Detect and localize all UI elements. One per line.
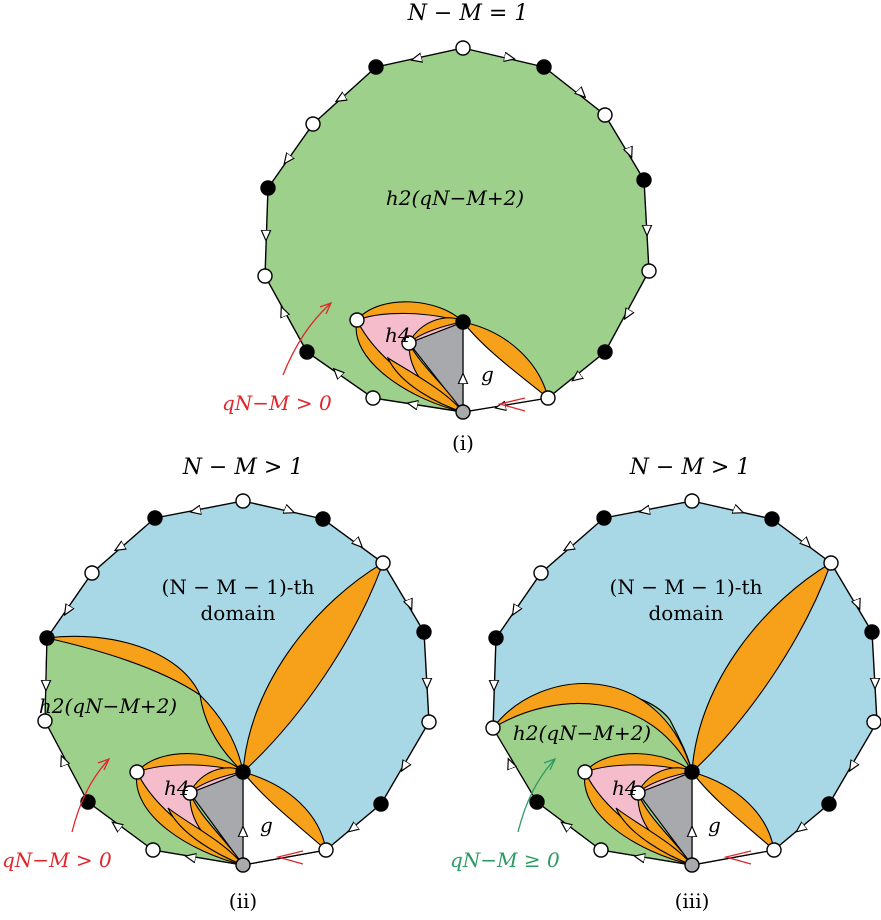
panel-ii-edge-arrows bbox=[46, 509, 427, 858]
panel-iii-title: N − M > 1 bbox=[629, 455, 751, 480]
panel-iii-g-label: g bbox=[708, 813, 721, 837]
panel-iii-h4-label: h4 bbox=[612, 776, 638, 800]
panel-ii-domain-label: h2(qN−M+2) bbox=[39, 694, 177, 718]
panel-i-domain-label: h2(qN−M+2) bbox=[386, 186, 524, 210]
panel-i-caption: (i) bbox=[452, 431, 474, 455]
panel-i-edge-arrows bbox=[266, 57, 647, 407]
panel-iii-vertices bbox=[485, 493, 881, 873]
panel-ii: N − M > 1 bbox=[2, 455, 437, 913]
panel-ii-vertices bbox=[37, 493, 437, 873]
panel-iii-domain-label: h2(qN−M+2) bbox=[513, 721, 651, 745]
panel-ii-annotation-arrow bbox=[71, 759, 109, 833]
panel-iii-annotation-arrow bbox=[517, 759, 555, 833]
panel-ii-h4-label: h4 bbox=[164, 776, 190, 800]
panel-ii-title: N − M > 1 bbox=[182, 455, 304, 480]
panel-iii-upper-label-line2: domain bbox=[648, 601, 723, 625]
panel-ii-caption: (ii) bbox=[229, 889, 257, 913]
panel-i-annotation-arrowhead bbox=[319, 301, 333, 315]
panel-ii-red-chevron bbox=[275, 850, 304, 865]
panel-ii-upper-label-line1: (N − M − 1)-th bbox=[162, 575, 315, 599]
panel-ii-annotation: qN−M > 0 bbox=[2, 848, 112, 872]
panel-i-annotation-arrow bbox=[282, 303, 331, 376]
panel-i-g-label: g bbox=[481, 362, 494, 386]
panel-ii-annotation-arrowhead bbox=[97, 757, 111, 771]
panel-i-h4-label: h4 bbox=[385, 323, 411, 347]
panel-iii: N − M > 1 bbox=[450, 455, 881, 913]
panel-iii-edge-arrows bbox=[494, 509, 875, 858]
panel-i-title: N − M = 1 bbox=[407, 1, 529, 26]
panel-i-vertices bbox=[257, 40, 657, 420]
panel-iii-red-chevron bbox=[723, 850, 752, 865]
panel-i-annotation: qN−M > 0 bbox=[222, 391, 332, 415]
panel-ii-upper-label-line2: domain bbox=[200, 601, 275, 625]
panel-iii-annotation: qN−M ≥ 0 bbox=[450, 848, 560, 872]
panel-iii-upper-label-line1: (N − M − 1)-th bbox=[610, 575, 763, 599]
panel-iii-caption: (iii) bbox=[675, 889, 710, 913]
panel-ii-g-label: g bbox=[260, 813, 273, 837]
panel-i: N − M = 1 bbox=[222, 1, 657, 455]
panel-iii-annotation-arrowhead bbox=[543, 757, 557, 771]
panel-i-red-chevron bbox=[497, 397, 526, 412]
